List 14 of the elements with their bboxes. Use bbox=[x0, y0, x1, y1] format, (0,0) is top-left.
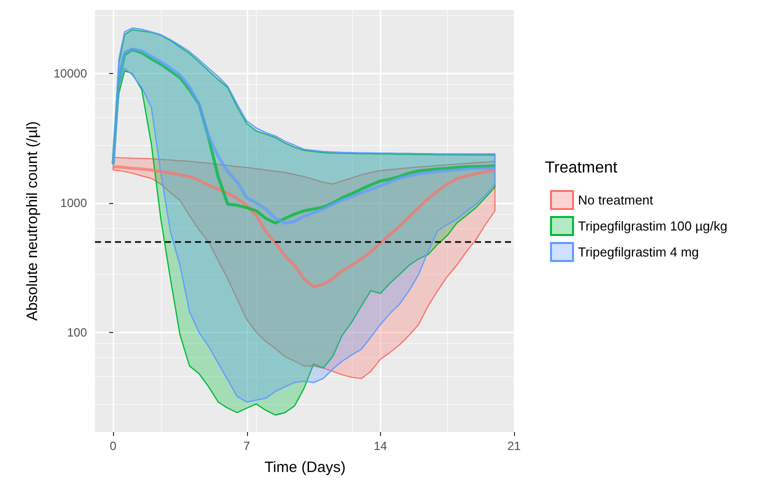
x-tick-label: 14 bbox=[374, 439, 388, 453]
y-tick-label: 1000 bbox=[60, 196, 88, 210]
legend-title: Treatment bbox=[545, 160, 618, 176]
y-tick-label: 10000 bbox=[54, 66, 88, 81]
line-series bbox=[112, 165, 496, 288]
x-tick-label: 7 bbox=[243, 439, 250, 453]
y-tick-label: 100 bbox=[66, 325, 88, 340]
x-tick-label: 0 bbox=[110, 439, 117, 453]
x-axis-title: Time (Days) bbox=[264, 459, 346, 476]
x-tick-label: 21 bbox=[507, 439, 522, 453]
legend-label: Tripegfilgrastim 4 mg bbox=[578, 244, 699, 260]
legend-label: No treatment bbox=[578, 192, 654, 208]
y-axis-title: Absolute neutrophil count (/µl) bbox=[24, 121, 41, 321]
legend-label: Tripegfilgrastim 100 µg/kg bbox=[578, 218, 728, 234]
